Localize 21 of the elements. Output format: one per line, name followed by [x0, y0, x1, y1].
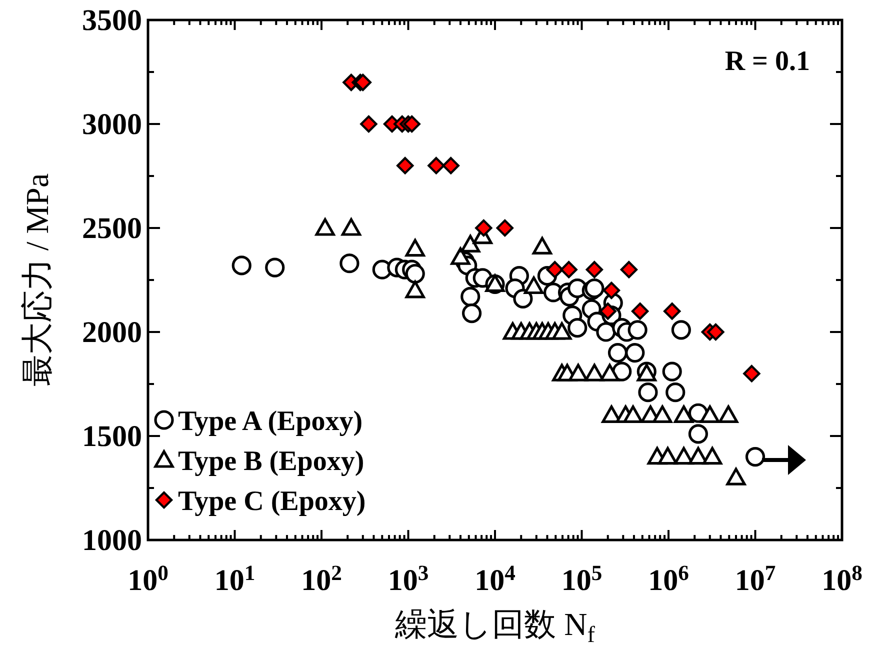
x-tick-label: 10$^{7}$: [734, 561, 776, 597]
y-tick-label: 2500: [82, 212, 142, 245]
x-tick-label: 10$^{1}$: [214, 561, 256, 597]
y-axis-title: 最大応力 / MPa: [19, 173, 55, 387]
annotation: R = 0.1: [724, 46, 810, 77]
y-tick-label: 1000: [82, 524, 142, 557]
y-tick-label: 1500: [82, 420, 142, 453]
legend-label: Type A (Epoxy): [178, 406, 363, 437]
y-tick-label: 3500: [82, 4, 142, 37]
y-tick-label: 3000: [82, 108, 142, 141]
x-tick-label: 10$^{8}$: [822, 561, 863, 597]
x-tick-label: 10$^{2}$: [301, 561, 342, 597]
legend-label: Type C (Epoxy): [178, 486, 366, 517]
legend-label: Type B (Epoxy): [178, 446, 364, 477]
x-tick-label: 10$^{5}$: [561, 561, 602, 597]
y-tick-label: 2000: [82, 316, 142, 349]
x-tick-label: 10$^{4}$: [474, 561, 516, 597]
x-tick-label: 10$^{0}$: [128, 561, 168, 597]
x-tick-label: 10$^{6}$: [648, 561, 690, 597]
x-axis-title: 繰返し回数 N$_{f}$: [394, 606, 596, 647]
x-tick-label: 10$^{3}$: [388, 561, 429, 597]
